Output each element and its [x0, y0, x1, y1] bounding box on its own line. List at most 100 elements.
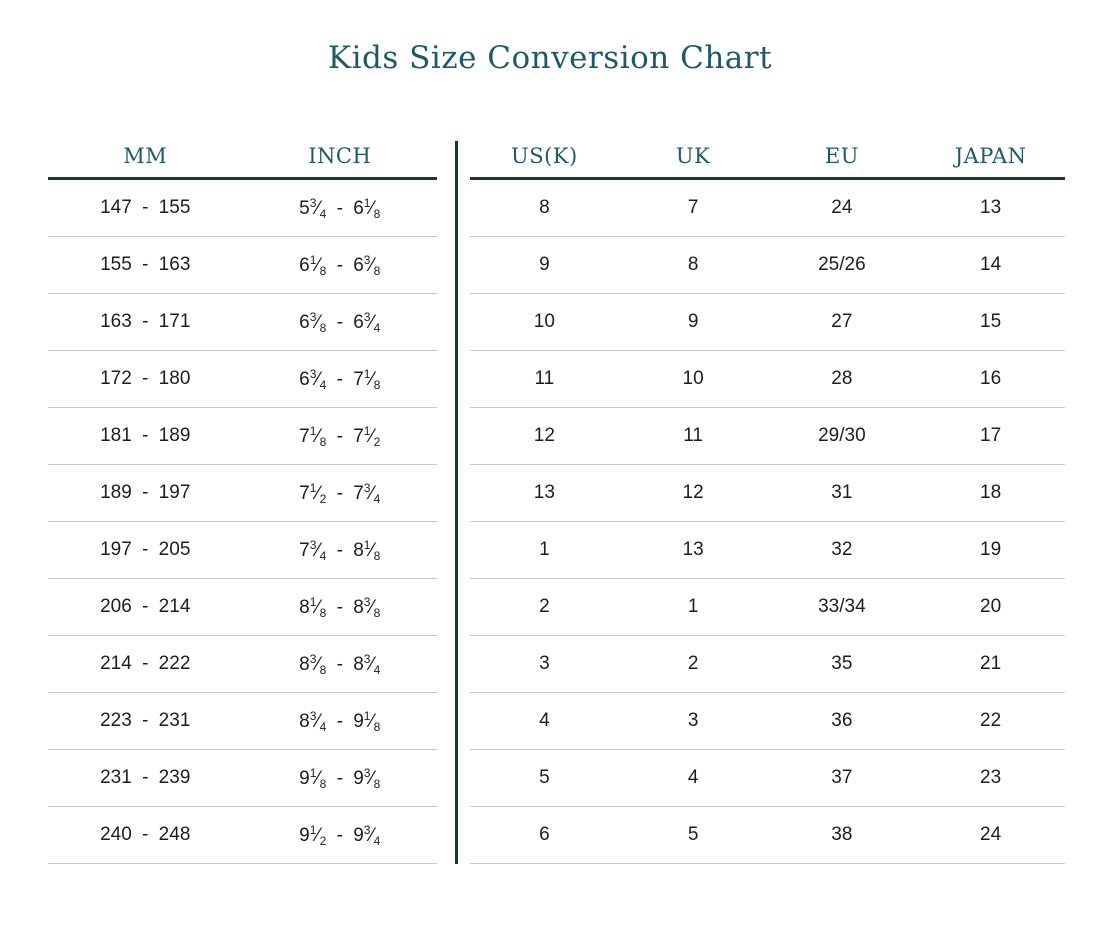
- table-cell: 240 - 248: [100, 824, 191, 845]
- table-cell: 2: [539, 596, 550, 617]
- table-cell: 63⁄8 - 63⁄4: [299, 309, 381, 335]
- sizes-table-rows: 8 7 24 13 9 8 25/26 14 10 9 27 15 11 10 28 16 12 11 29/30 1…: [470, 180, 1065, 864]
- table-cell: 7: [687, 197, 699, 218]
- table-cell: 35: [831, 653, 853, 674]
- table-cell: 10: [682, 368, 704, 389]
- table-row: 2 1 33/34 20: [470, 579, 1065, 636]
- table-cell: 197 - 205: [100, 539, 191, 560]
- table-cell: 91⁄8 - 93⁄8: [299, 765, 381, 791]
- table-row: 8 7 24 13: [470, 180, 1065, 237]
- conversion-tables: MM INCH 147 - 155 53⁄4 - 61⁄8 155 - 163 61⁄8…: [48, 134, 1065, 864]
- table-cell: 28: [831, 368, 853, 389]
- table-divider: [455, 141, 458, 864]
- table-cell: 83⁄8 - 83⁄4: [299, 651, 381, 677]
- table-row: 3 2 35 21: [470, 636, 1065, 693]
- table-cell: 155 - 163: [100, 254, 191, 275]
- table-cell: 15: [980, 311, 1002, 332]
- table-row: 172 - 180 63⁄4 - 71⁄8: [48, 351, 437, 408]
- column-header-usk: US(K): [511, 143, 578, 168]
- column-header-uk: UK: [675, 143, 711, 168]
- table-cell: 27: [831, 311, 853, 332]
- table-cell: 147 - 155: [100, 197, 191, 218]
- table-cell: 31: [831, 482, 853, 503]
- table-cell: 21: [980, 653, 1002, 674]
- table-cell: 4: [687, 767, 699, 788]
- table-cell: 2: [687, 653, 699, 674]
- table-cell: 181 - 189: [100, 425, 191, 446]
- table-cell: 172 - 180: [100, 368, 191, 389]
- table-cell: 214 - 222: [100, 653, 191, 674]
- table-cell: 38: [831, 824, 853, 845]
- column-header-eu: EU: [824, 143, 859, 168]
- table-cell: 6: [539, 824, 550, 845]
- table-cell: 3: [687, 710, 699, 731]
- table-cell: 12: [682, 482, 704, 503]
- column-header-mm: MM: [123, 143, 168, 168]
- table-cell: 36: [831, 710, 853, 731]
- table-cell: 18: [980, 482, 1002, 503]
- table-cell: 223 - 231: [100, 710, 191, 731]
- table-row: 6 5 38 24: [470, 807, 1065, 864]
- table-cell: 11: [534, 368, 555, 389]
- table-row: 1 13 32 19: [470, 522, 1065, 579]
- table-cell: 8: [539, 197, 550, 218]
- metric-table-rows: 147 - 155 53⁄4 - 61⁄8 155 - 163 61⁄8 - 63⁄8…: [48, 180, 437, 864]
- table-cell: 10: [533, 311, 555, 332]
- table-cell: 25/26: [818, 254, 866, 275]
- table-row: 147 - 155 53⁄4 - 61⁄8: [48, 180, 437, 237]
- table-cell: 32: [831, 539, 853, 560]
- table-cell: 24: [980, 824, 1002, 845]
- column-header-japan: JAPAN: [954, 143, 1027, 168]
- table-cell: 8: [687, 254, 699, 275]
- page-title: Kids Size Conversion Chart: [327, 40, 773, 76]
- table-row: 155 - 163 61⁄8 - 63⁄8: [48, 237, 437, 294]
- table-row: 11 10 28 16: [470, 351, 1065, 408]
- table-cell: 5: [687, 824, 699, 845]
- table-row: 12 11 29/30 17: [470, 408, 1065, 465]
- table-cell: 33/34: [818, 596, 866, 617]
- table-row: 181 - 189 71⁄8 - 71⁄2: [48, 408, 437, 465]
- table-cell: 24: [831, 197, 853, 218]
- table-row: 10 9 27 15: [470, 294, 1065, 351]
- sizes-table-header: US(K) UK EU JAPAN: [470, 134, 1065, 180]
- table-cell: 16: [980, 368, 1002, 389]
- table-row: 5 4 37 23: [470, 750, 1065, 807]
- table-cell: 91⁄2 - 93⁄4: [299, 822, 381, 848]
- table-row: 240 - 248 91⁄2 - 93⁄4: [48, 807, 437, 864]
- table-row: 197 - 205 73⁄4 - 81⁄8: [48, 522, 437, 579]
- table-row: 231 - 239 91⁄8 - 93⁄8: [48, 750, 437, 807]
- table-row: 214 - 222 83⁄8 - 83⁄4: [48, 636, 437, 693]
- size-chart-page: Kids Size Conversion Chart MM INCH 147 - …: [0, 40, 1100, 864]
- table-cell: 163 - 171: [100, 311, 191, 332]
- table-cell: 231 - 239: [100, 767, 191, 788]
- table-cell: 63⁄4 - 71⁄8: [299, 366, 381, 392]
- table-cell: 20: [980, 596, 1002, 617]
- table-cell: 17: [980, 425, 1002, 446]
- table-cell: 12: [533, 425, 555, 446]
- table-cell: 61⁄8 - 63⁄8: [299, 252, 381, 278]
- table-cell: 11: [683, 425, 703, 446]
- column-header-inch: INCH: [308, 143, 372, 168]
- table-row: 206 - 214 81⁄8 - 83⁄8: [48, 579, 437, 636]
- table-cell: 189 - 197: [100, 482, 191, 503]
- table-cell: 13: [533, 482, 555, 503]
- table-cell: 71⁄2 - 73⁄4: [299, 480, 381, 506]
- table-cell: 9: [539, 254, 550, 275]
- table-cell: 83⁄4 - 91⁄8: [299, 708, 381, 734]
- table-cell: 81⁄8 - 83⁄8: [299, 594, 381, 620]
- table-row: 223 - 231 83⁄4 - 91⁄8: [48, 693, 437, 750]
- table-cell: 22: [980, 710, 1002, 731]
- table-row: 189 - 197 71⁄2 - 73⁄4: [48, 465, 437, 522]
- table-cell: 5: [539, 767, 550, 788]
- table-row: 163 - 171 63⁄8 - 63⁄4: [48, 294, 437, 351]
- sizes-table: US(K) UK EU JAPAN 8 7 24 13 9 8 25/26 14 10 9 27 15 11 1…: [470, 134, 1065, 864]
- table-cell: 13: [682, 539, 704, 560]
- table-cell: 13: [980, 197, 1002, 218]
- table-row: 4 3 36 22: [470, 693, 1065, 750]
- table-cell: 3: [539, 653, 550, 674]
- table-cell: 1: [687, 596, 699, 617]
- table-row: 9 8 25/26 14: [470, 237, 1065, 294]
- table-cell: 14: [980, 254, 1002, 275]
- table-cell: 37: [831, 767, 853, 788]
- table-cell: 9: [687, 311, 699, 332]
